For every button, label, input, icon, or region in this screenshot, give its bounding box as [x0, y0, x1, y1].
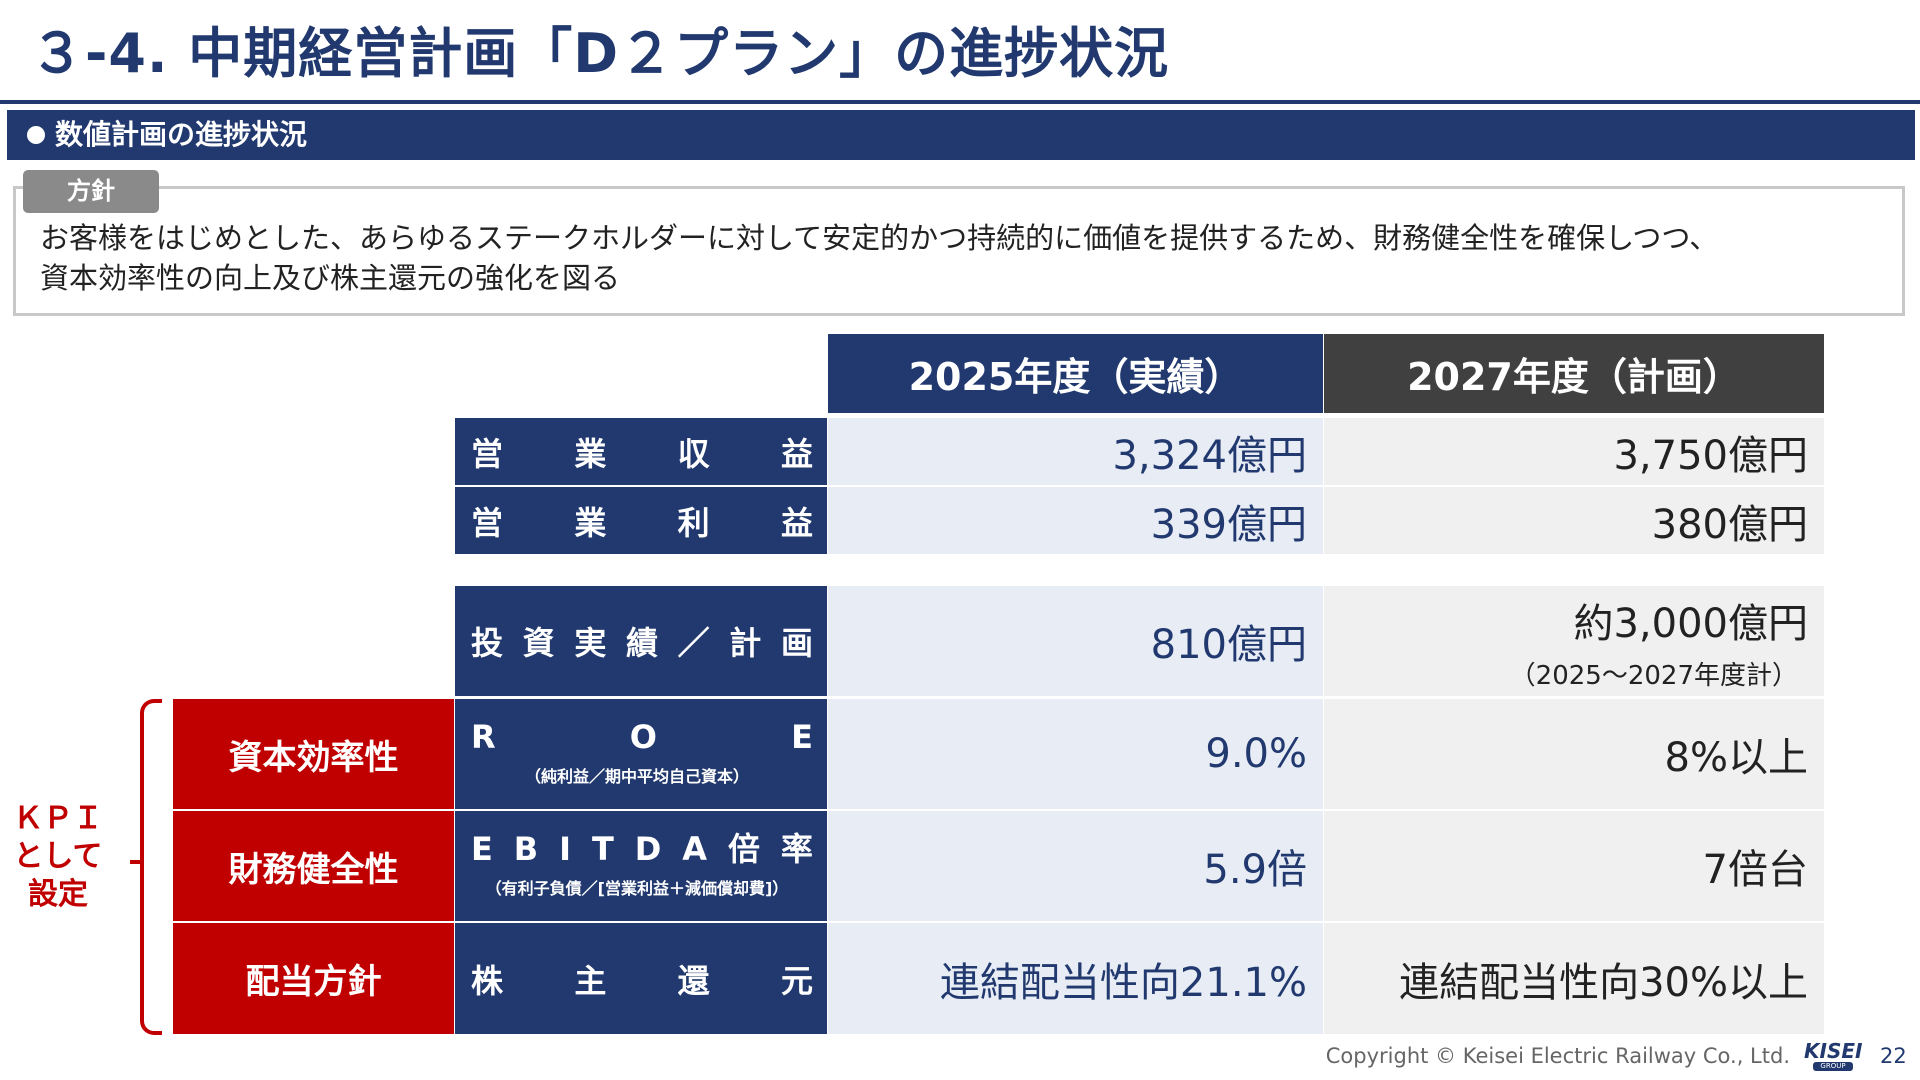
row-label-ebitda: E B I T D A 倍 率 （有利子負債／[営業利益＋減価償却費]）	[455, 811, 827, 921]
label-char: 投	[471, 624, 504, 662]
label-char: 計	[729, 624, 762, 662]
label-char: D	[634, 830, 662, 868]
section-header: 数値計画の進捗状況	[7, 110, 1915, 160]
label-char: 率	[780, 830, 813, 868]
label-char: 資	[522, 624, 555, 662]
value-2025-operating-profit: 339億円	[828, 487, 1323, 554]
value-2025-shareholder-return: 連結配当性向21.1%	[828, 923, 1323, 1034]
label-char: R	[471, 718, 496, 756]
row-label-operating-revenue: 営 業 収 益	[455, 418, 827, 485]
label-char: 営	[471, 434, 504, 473]
value-2025-operating-revenue: 3,324億円	[828, 418, 1323, 485]
label-char: I	[559, 830, 572, 868]
label-char: E	[791, 718, 813, 756]
label-char: B	[513, 830, 539, 868]
roe-label-sub: （純利益／期中平均自己資本）	[524, 767, 749, 786]
kpi-note-line: ＫＰＩ	[13, 801, 103, 836]
kpi-note-line: として	[13, 839, 103, 874]
ebitda-label-main: E B I T D A 倍 率	[471, 829, 813, 869]
value-2027-operating-revenue: 3,750億円	[1324, 418, 1824, 485]
label-char: ／	[677, 624, 710, 662]
logo-sub: GROUP	[1813, 1062, 1853, 1071]
kpi-dividend-policy: 配当方針	[173, 923, 454, 1034]
label-char: 業	[574, 434, 607, 473]
label-char: O	[629, 718, 657, 756]
column-header-2027: 2027年度（計画）	[1324, 334, 1824, 413]
value-2027-ebitda: 7倍台	[1324, 811, 1824, 921]
policy-tag: 方針	[23, 170, 159, 213]
label-char: 業	[574, 503, 607, 542]
section-title: 数値計画の進捗状況	[55, 118, 308, 151]
row-label-roe: R O E （純利益／期中平均自己資本）	[455, 699, 827, 809]
label-char: 実	[574, 624, 607, 662]
value-2027-operating-profit: 380億円	[1324, 487, 1824, 554]
copyright: Copyright © Keisei Electric Railway Co.,…	[1325, 1044, 1790, 1068]
label-char: 利	[677, 503, 710, 542]
label-char: 益	[780, 434, 813, 473]
label-char: A	[682, 830, 707, 868]
label-char: 績	[625, 624, 658, 662]
label-char: 益	[780, 503, 813, 542]
row-label-investment: 投 資 実 績 ／ 計 画	[455, 586, 827, 696]
policy-box	[13, 186, 1905, 316]
policy-text-line2: 資本効率性の向上及び株主還元の強化を図る	[40, 261, 621, 295]
policy-text-line1: お客様をはじめとした、あらゆるステークホルダーに対して安定的かつ持続的に価値を提…	[40, 221, 1719, 255]
label-char: E	[471, 830, 493, 868]
value-2027-investment: 約3,000億円 （2025～2027年度計）	[1324, 586, 1824, 696]
ebitda-label-sub: （有利子負債／[営業利益＋減価償却費]）	[485, 879, 789, 898]
roe-label-main: R O E	[471, 717, 813, 757]
value-2025-ebitda: 5.9倍	[828, 811, 1323, 921]
value-2027-investment-main: 約3,000億円	[1573, 600, 1808, 647]
label-char: 元	[780, 961, 813, 1000]
value-2027-shareholder-return: 連結配当性向30%以上	[1324, 923, 1824, 1034]
value-2025-roe: 9.0%	[828, 699, 1323, 809]
value-2025-investment: 810億円	[828, 586, 1323, 696]
kpi-note-line: 設定	[28, 877, 88, 912]
kpi-financial-soundness: 財務健全性	[173, 811, 454, 921]
logo-word: KISEI	[1804, 1039, 1863, 1063]
value-2027-investment-note: （2025～2027年度計）	[1509, 660, 1798, 691]
bullet-icon	[27, 126, 45, 144]
row-label-operating-profit: 営 業 利 益	[455, 487, 827, 554]
page-number: 22	[1880, 1044, 1907, 1068]
kpi-bracket	[140, 699, 162, 1035]
label-char: T	[591, 830, 614, 868]
label-char: 営	[471, 503, 504, 542]
page-title: ３-4. 中期経営計画「D２プラン」の進捗状況	[30, 22, 1170, 85]
kpi-bracket-tip	[130, 860, 144, 864]
value-2027-roe: 8%以上	[1324, 699, 1824, 809]
label-char: 倍	[727, 830, 760, 868]
row-label-shareholder-return: 株 主 還 元	[455, 923, 827, 1034]
column-header-2025: 2025年度（実績）	[828, 334, 1323, 413]
label-char: 画	[780, 624, 813, 662]
label-char: 主	[574, 961, 607, 1000]
label-char: 株	[471, 961, 504, 1000]
title-divider	[0, 100, 1920, 104]
kpi-note: ＫＰＩ として 設定	[8, 800, 108, 914]
company-logo: KISEI GROUP	[1804, 1040, 1862, 1072]
label-char: 収	[677, 434, 710, 473]
label-char: 還	[677, 961, 710, 1000]
policy-text: お客様をはじめとした、あらゆるステークホルダーに対して安定的かつ持続的に価値を提…	[40, 218, 1900, 298]
kpi-capital-efficiency: 資本効率性	[173, 699, 454, 809]
